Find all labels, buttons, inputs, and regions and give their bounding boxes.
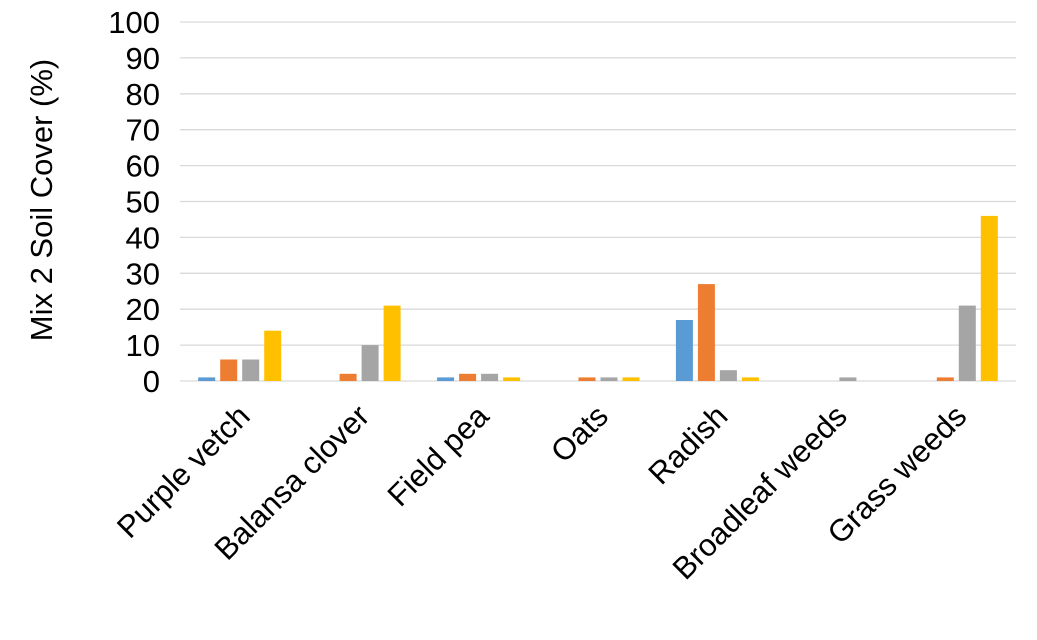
x-tick-label: Oats: [544, 398, 615, 469]
bar: [958, 305, 976, 381]
bar: [936, 377, 954, 381]
bar: [361, 345, 379, 381]
bar: [437, 377, 455, 381]
y-tick-label: 40: [126, 220, 160, 255]
y-tick-label: 10: [126, 328, 160, 363]
y-tick-label: 80: [126, 77, 160, 112]
bar: [719, 370, 737, 381]
x-tick-label: Field pea: [381, 398, 496, 513]
bar: [675, 320, 693, 381]
y-axis-title: Mix 2 Soil Cover (%): [24, 59, 59, 342]
bar: [622, 377, 640, 381]
y-tick-label: 60: [126, 149, 160, 184]
x-tick-label: Radish: [641, 398, 734, 491]
bar: [383, 305, 401, 381]
bar: [459, 373, 477, 381]
bar: [242, 359, 260, 381]
bar: [264, 330, 282, 381]
y-tick-label: 100: [108, 5, 160, 40]
bar: [697, 284, 715, 381]
bar: [220, 359, 238, 381]
bar: [839, 377, 857, 381]
bar: [600, 377, 618, 381]
bar: [578, 377, 596, 381]
y-tick-label: 20: [126, 292, 160, 327]
y-tick-label: 50: [126, 185, 160, 220]
bar: [481, 373, 499, 381]
y-tick-label: 30: [126, 256, 160, 291]
bar: [339, 373, 357, 381]
bar: [980, 215, 998, 381]
y-tick-label: 0: [143, 364, 160, 399]
bars: [198, 215, 998, 381]
gridlines: [180, 21, 1016, 382]
bar: [741, 377, 759, 381]
bar: [503, 377, 521, 381]
y-tick-label: 90: [126, 41, 160, 76]
y-tick-label: 70: [126, 113, 160, 148]
bar: [198, 377, 216, 381]
